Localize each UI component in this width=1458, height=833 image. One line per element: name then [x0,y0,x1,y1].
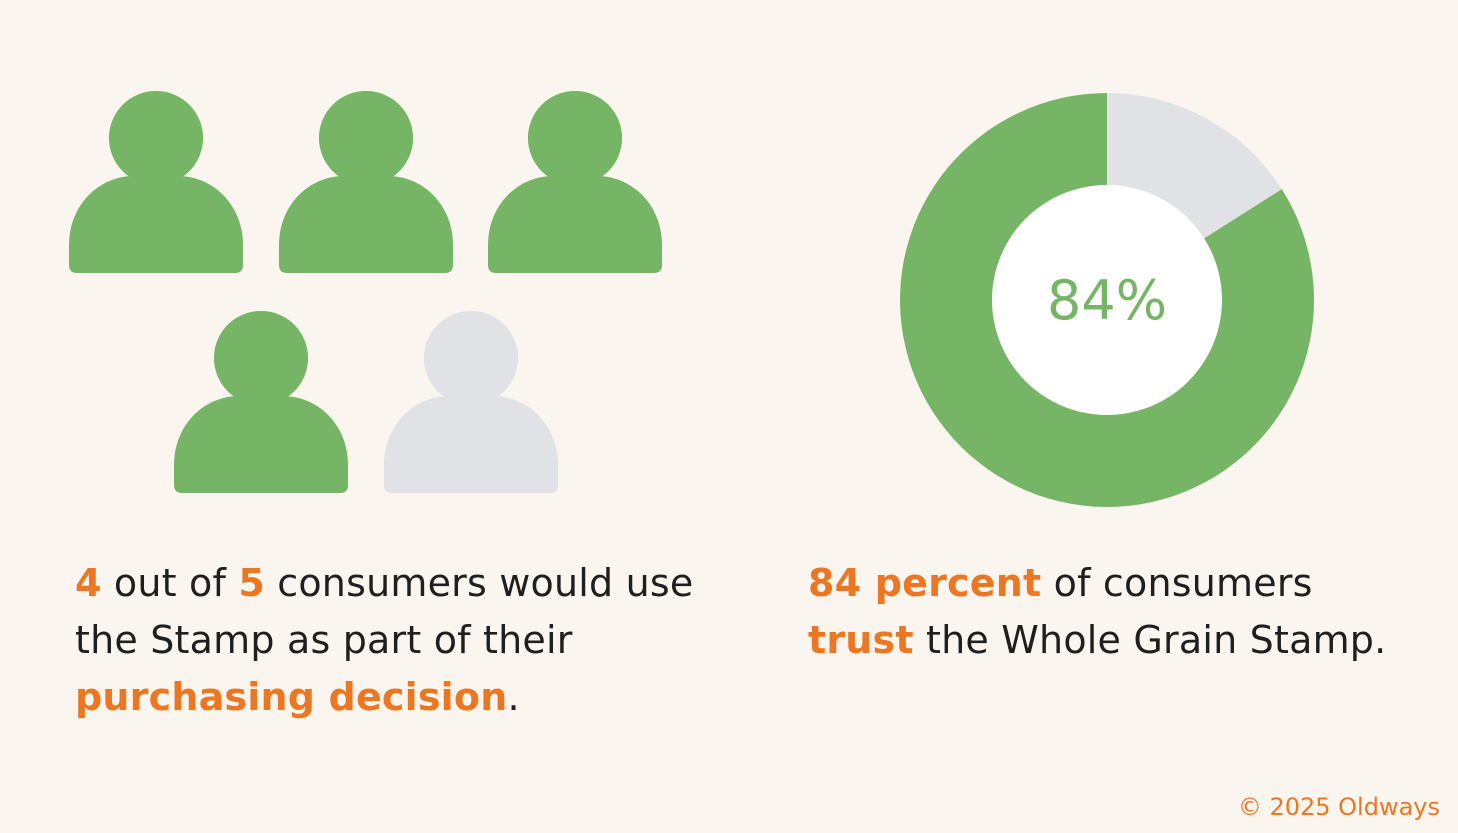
people-pictograph [69,91,662,493]
person-icon [279,91,453,273]
person-icon [69,91,243,273]
person-icon [174,311,348,493]
left-caption-emphasis: purchasing decision [75,675,508,719]
person-icon [384,311,558,493]
right-caption-text-1: of consumers [1041,561,1313,605]
left-caption: 4 out of 5 consumers would use the Stamp… [75,555,715,726]
copyright-credit: © 2025 Oldways [1237,793,1440,821]
person-icon [488,91,662,273]
donut-center-label: 84% [1047,269,1167,332]
left-caption-text-1: out of [101,561,239,605]
left-caption-text-3: . [507,675,520,719]
left-caption-number-1: 4 [75,561,102,605]
right-caption-emphasis-2: trust [808,618,914,662]
left-caption-text-2: consumers would use the Stamp as part of… [75,561,694,662]
right-caption: 84 percent of consumers trust the Whole … [808,555,1428,669]
left-caption-number-2: 5 [238,561,265,605]
donut-chart: 84% [900,93,1315,507]
right-caption-emphasis-1: 84 percent [808,561,1042,605]
donut-hole [992,185,1222,415]
right-caption-text-2: the Whole Grain Stamp. [913,618,1387,662]
